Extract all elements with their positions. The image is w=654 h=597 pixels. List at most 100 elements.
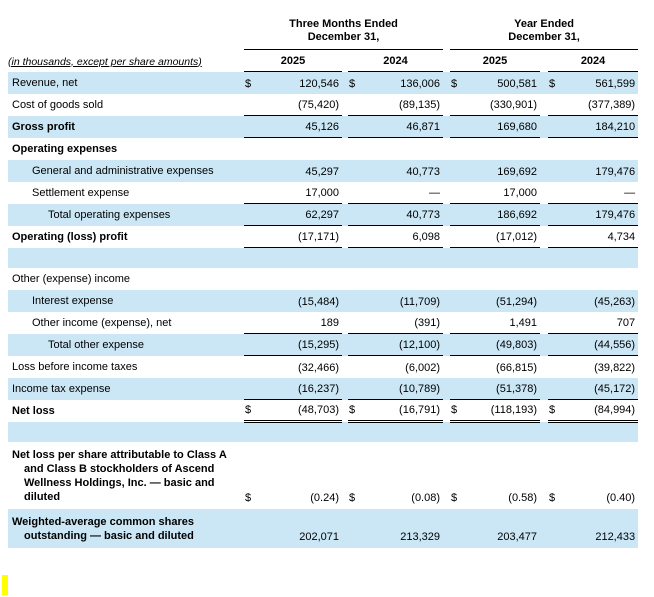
cell-value: 189 xyxy=(258,311,342,334)
row-label: Weighted-average common shares outstandi… xyxy=(12,515,194,542)
cell-value: 1,491 xyxy=(464,311,541,334)
cell-value: 169,692 xyxy=(497,165,538,178)
dollar-sign xyxy=(450,422,464,442)
dollar-sign xyxy=(548,93,563,116)
dollar-sign xyxy=(548,138,562,160)
cell-value xyxy=(562,422,638,442)
column-gap xyxy=(540,50,548,72)
dollar-sign xyxy=(244,160,258,182)
dollar-sign: $ xyxy=(549,77,556,90)
dollar-sign xyxy=(348,509,362,548)
cell-value: — xyxy=(562,181,639,204)
dollar-sign xyxy=(548,160,562,182)
cell-value: 186,692 xyxy=(464,203,541,226)
row-label: Net loss xyxy=(12,404,55,417)
dollar-sign xyxy=(450,160,464,182)
table-row: Interest expense (15,484) (11,709) (51,294)… xyxy=(8,289,639,312)
column-gap xyxy=(443,248,450,268)
cell-value: 707 xyxy=(562,311,639,334)
cell-value: (15,295) xyxy=(258,333,342,356)
dollar-sign: $ xyxy=(245,77,252,90)
dollar-sign: $ xyxy=(450,399,465,423)
dollar-sign xyxy=(548,509,562,548)
column-gap xyxy=(443,226,450,248)
column-gap xyxy=(443,400,450,422)
dollar-sign xyxy=(348,115,362,138)
cell-value: (45,263) xyxy=(594,295,636,308)
cell-value: 184,210 xyxy=(562,115,639,138)
column-gap xyxy=(540,290,548,312)
dollar-sign xyxy=(244,93,258,116)
dollar-sign xyxy=(244,181,258,204)
dollar-sign xyxy=(450,93,465,116)
cell-value: (118,193) xyxy=(464,399,541,423)
column-gap xyxy=(540,312,548,334)
table-row: Total other expense (15,295) (12,100) (49,8… xyxy=(8,333,639,356)
column-gap xyxy=(443,312,450,334)
cell-value: 6,098 xyxy=(362,225,444,248)
table-row: Revenue, net $120,546 $136,006 $500,581 $561… xyxy=(8,71,639,94)
year-column-header: 2024 xyxy=(548,49,639,72)
dollar-sign xyxy=(548,268,562,290)
dollar-sign: $ xyxy=(349,77,356,90)
cell-value: (10,789) xyxy=(362,377,444,400)
cell-value: (0.08) xyxy=(411,491,441,504)
table-row: Net loss per share attributable to Class… xyxy=(8,442,638,509)
dollar-sign xyxy=(348,422,362,442)
header-group-row: Three Months Ended December 31, Year End… xyxy=(8,18,639,50)
dollar-sign xyxy=(244,248,258,268)
dollar-sign xyxy=(348,93,362,116)
dollar-sign xyxy=(450,138,464,160)
cell-value: (15,484) xyxy=(298,295,339,308)
table-row: Loss before income taxes (32,466) (6,002) (… xyxy=(8,356,638,378)
cell-value: 45,297 xyxy=(305,165,339,178)
spacer-row xyxy=(8,421,639,442)
column-gap xyxy=(540,94,548,116)
cell-value xyxy=(562,248,638,268)
units-note: (in thousands, except per share amounts) xyxy=(8,55,202,68)
cell-value xyxy=(258,138,342,160)
column-gap xyxy=(443,334,450,356)
dollar-sign xyxy=(450,509,464,548)
dollar-sign xyxy=(548,290,562,312)
cell-value: 179,476 xyxy=(562,203,639,226)
dollar-sign xyxy=(244,377,258,400)
dollar-sign xyxy=(244,422,258,442)
header-spacer xyxy=(8,18,244,50)
dollar-sign xyxy=(548,203,563,226)
cell-value: 45,126 xyxy=(258,115,342,138)
cell-value: 4,734 xyxy=(562,225,639,248)
dollar-sign xyxy=(348,160,362,182)
column-gap xyxy=(540,422,548,442)
column-gap xyxy=(443,290,450,312)
dollar-sign xyxy=(348,356,362,378)
dollar-sign xyxy=(450,115,465,138)
dollar-sign xyxy=(548,115,563,138)
cell-value: (51,294) xyxy=(496,295,538,308)
cell-value xyxy=(258,422,342,442)
column-gap xyxy=(540,72,548,94)
cell-value: 500,581 xyxy=(497,77,538,90)
cell-value: (0.24) xyxy=(310,491,339,504)
cell-value: 40,773 xyxy=(362,203,444,226)
dollar-sign xyxy=(244,225,258,248)
column-gap xyxy=(540,442,548,509)
column-gap xyxy=(443,422,450,442)
dollar-sign xyxy=(548,333,563,356)
header-year-row: (in thousands, except per share amounts)… xyxy=(8,49,639,72)
column-gap xyxy=(443,378,450,400)
row-label: Total operating expenses xyxy=(48,208,171,221)
cell-value: (17,171) xyxy=(258,225,342,248)
dollar-sign: $ xyxy=(548,399,563,423)
table-row: Total operating expenses 62,297 40,773 186,… xyxy=(8,203,639,226)
row-label: Loss before income taxes xyxy=(12,360,138,373)
row-label: Gross profit xyxy=(12,120,75,133)
cell-value: (0.58) xyxy=(508,491,538,504)
dollar-sign xyxy=(348,377,362,400)
col-group-line1: Three Months Ended xyxy=(289,18,398,30)
column-gap xyxy=(540,509,548,548)
cell-value: (12,100) xyxy=(362,333,444,356)
dollar-sign xyxy=(348,268,362,290)
row-label: Cost of goods sold xyxy=(12,98,104,111)
dollar-sign xyxy=(450,225,465,248)
